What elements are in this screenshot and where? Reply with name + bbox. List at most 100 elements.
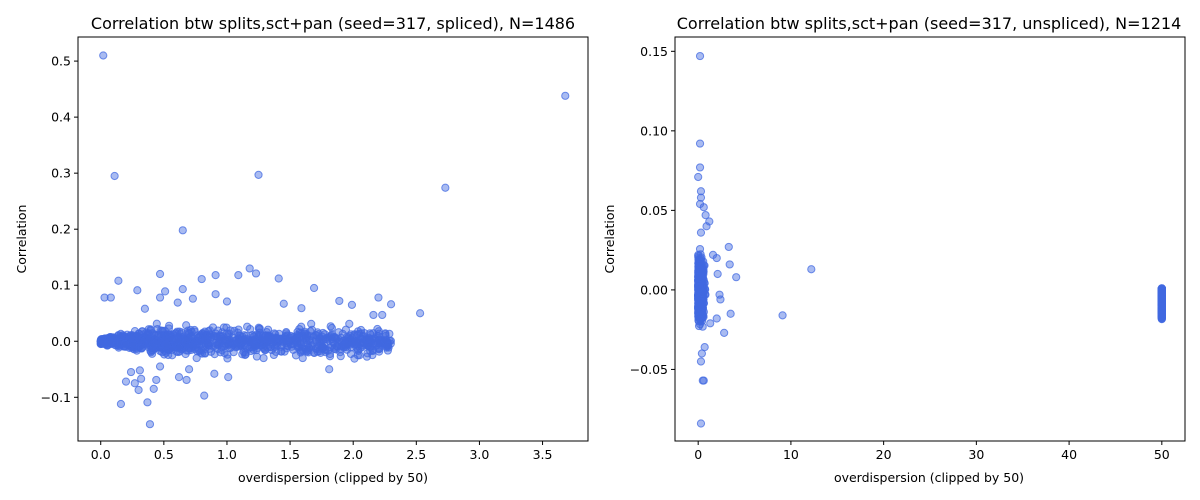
data-point (145, 420, 155, 429)
data-point (708, 250, 718, 260)
data-point (245, 264, 254, 273)
data-point (695, 139, 705, 148)
data-point (174, 373, 184, 382)
data-point (357, 329, 366, 338)
data-point (188, 294, 197, 303)
data-point (259, 353, 268, 363)
data-point (178, 226, 187, 235)
data-point (778, 311, 787, 320)
data-point (373, 337, 382, 346)
data-point (192, 343, 201, 352)
data-point (137, 343, 147, 353)
data-point (249, 342, 259, 351)
data-point (695, 283, 704, 293)
data-point (807, 265, 816, 274)
data-point (696, 357, 706, 366)
data-point (366, 346, 375, 356)
data-point (129, 337, 138, 346)
data-point (357, 339, 366, 348)
data-point (363, 334, 372, 343)
data-point (213, 326, 222, 335)
data-point (197, 274, 206, 284)
data-point (130, 379, 139, 388)
x-tick-label: 1.5 (280, 447, 300, 462)
data-point (378, 310, 387, 320)
data-point (725, 260, 734, 269)
data-point (267, 345, 276, 355)
data-point (116, 331, 125, 341)
data-point (353, 337, 362, 346)
plot-frame-unspliced (674, 36, 1186, 442)
y-axis-label-unspliced: Correlation (602, 205, 617, 274)
x-axis-label-spliced: overdispersion (clipped by 50) (238, 470, 428, 485)
data-point (211, 290, 220, 299)
data-point (696, 268, 705, 277)
data-point (720, 328, 729, 337)
data-point (210, 369, 219, 378)
ticks-unspliced: 0 10 20 30 40 50 −0.05 0.00 0.05 0.10 0.15 (630, 44, 1170, 462)
points-spliced (96, 51, 570, 429)
data-point (206, 330, 216, 339)
data-point (140, 304, 150, 313)
data-point (155, 293, 165, 302)
data-point (1157, 287, 1166, 297)
y-tick-label: −0.05 (630, 362, 668, 377)
data-point (369, 310, 378, 320)
data-point (325, 333, 334, 342)
data-point (694, 253, 703, 262)
data-point (254, 170, 263, 179)
chart-title-spliced: Correlation btw splits,sct+pan (seed=317… (91, 14, 575, 33)
data-point (234, 337, 243, 346)
data-point (732, 273, 741, 282)
data-point (100, 293, 109, 302)
data-point (174, 343, 183, 352)
data-point (696, 419, 706, 428)
data-point (114, 276, 123, 285)
data-point (155, 269, 165, 279)
data-point (699, 203, 708, 212)
y-tick-label: 0.0 (51, 334, 71, 349)
data-point (345, 319, 354, 328)
data-point (695, 51, 705, 61)
data-point (325, 349, 335, 359)
data-point (386, 300, 396, 309)
data-point (211, 271, 220, 280)
data-point (116, 399, 126, 409)
data-point (234, 325, 243, 334)
data-point (302, 330, 312, 339)
data-point (252, 352, 261, 361)
data-point (135, 366, 144, 375)
data-point (416, 309, 425, 318)
data-point (164, 321, 174, 330)
data-point (137, 374, 146, 383)
data-point (182, 346, 191, 355)
data-point (184, 365, 194, 374)
data-point (262, 334, 271, 343)
data-point (307, 319, 316, 328)
data-point (201, 344, 210, 354)
data-point (105, 338, 114, 347)
data-point (222, 297, 232, 306)
x-tick-label: 0.5 (154, 447, 174, 462)
x-tick-label: 40 (1061, 447, 1077, 462)
data-point (152, 337, 161, 347)
data-point (315, 345, 324, 354)
x-tick-label: 0 (694, 447, 702, 462)
data-point (695, 301, 704, 310)
x-tick-label: 2.0 (343, 447, 363, 462)
y-tick-label: 0.4 (51, 110, 71, 125)
data-point (309, 283, 319, 293)
data-point (147, 349, 157, 358)
data-point (240, 337, 249, 346)
data-point (283, 342, 292, 351)
data-point (724, 242, 733, 252)
data-point (297, 304, 306, 313)
data-point (222, 340, 231, 350)
data-point (223, 354, 232, 363)
data-point (279, 299, 288, 308)
y-tick-label: 0.10 (640, 123, 668, 138)
chart-title-unspliced: Correlation btw splits,sct+pan (seed=317… (677, 14, 1182, 33)
data-point (234, 271, 243, 280)
data-point (129, 340, 138, 349)
